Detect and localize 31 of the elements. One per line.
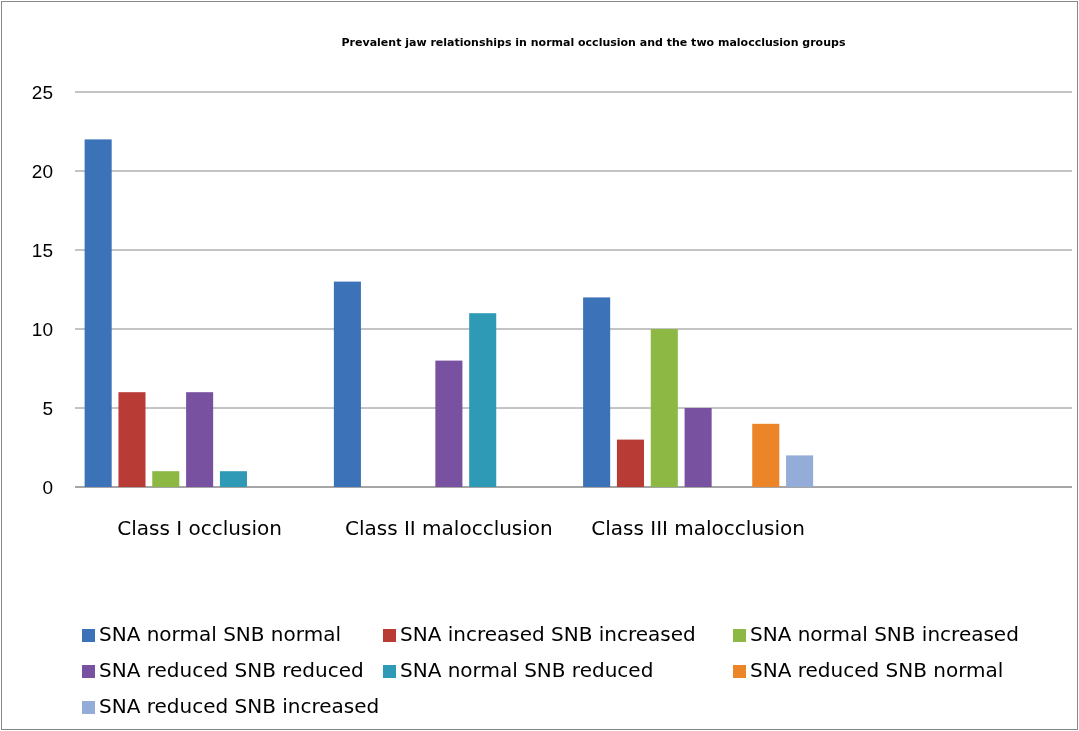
legend-label: SNA normal SNB increased	[750, 622, 1019, 646]
bar	[650, 329, 678, 487]
x-tick-label: Class III malocclusion	[591, 516, 805, 540]
y-tick-label: 15	[31, 240, 53, 261]
bar	[435, 360, 463, 487]
legend-label: SNA reduced SNB reduced	[99, 658, 364, 682]
bar	[219, 471, 247, 487]
bar	[752, 423, 780, 487]
chart-title: Prevalent jaw relationships in normal occlusion and the two malocclusion groups	[341, 36, 846, 49]
bar	[84, 139, 112, 487]
bar	[186, 392, 214, 487]
legend-label: SNA normal SNB reduced	[400, 658, 654, 682]
y-tick-label: 20	[31, 161, 53, 182]
x-tick-label: Class II malocclusion	[344, 516, 553, 540]
x-tick-label: Class I occlusion	[117, 516, 282, 540]
bar	[616, 439, 644, 487]
bar	[118, 392, 146, 487]
bar	[786, 455, 814, 487]
legend-label: SNA increased SNB increased	[400, 622, 696, 646]
bar	[583, 297, 611, 487]
bar	[333, 281, 361, 487]
legend-label: SNA normal SNB normal	[99, 622, 341, 646]
bar	[152, 471, 180, 487]
y-tick-label: 0	[42, 477, 53, 498]
bar	[469, 313, 497, 487]
legend-label: SNA reduced SNB increased	[99, 694, 380, 718]
y-tick-label: 25	[31, 82, 53, 103]
bar	[684, 408, 712, 487]
y-tick-label: 5	[42, 398, 53, 419]
y-tick-label: 10	[31, 319, 53, 340]
legend-label: SNA reduced SNB normal	[750, 658, 1004, 682]
